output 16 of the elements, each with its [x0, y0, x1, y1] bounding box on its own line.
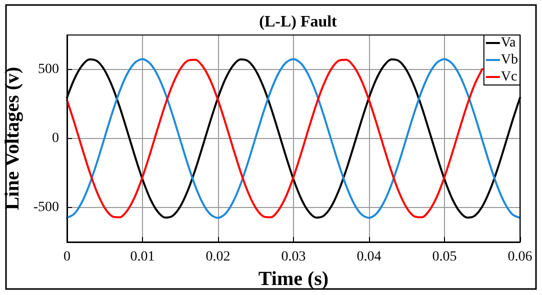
y-tick-label: 0: [52, 131, 59, 146]
x-tick-label: 0: [64, 250, 70, 264]
x-tick-label: 0.06: [508, 250, 532, 264]
y-tick-label: 500: [38, 62, 59, 77]
legend-label: Va: [500, 36, 516, 50]
x-tick-label: 0.04: [356, 250, 382, 264]
y-axis-title: Line Voltages (v): [1, 66, 24, 210]
x-tick-label: 0.05: [432, 250, 457, 264]
x-tick-label: 0.01: [130, 250, 155, 264]
legend-label: Vb: [500, 52, 518, 68]
x-tick-label: 0.03: [281, 250, 306, 264]
x-tick-label: 0.02: [206, 250, 230, 264]
legend-label: Vc: [500, 70, 518, 84]
chart-title: (L-L) Fault: [259, 14, 338, 30]
x-axis-title: Time (s): [258, 268, 329, 290]
y-tick-label: -500: [33, 200, 59, 215]
